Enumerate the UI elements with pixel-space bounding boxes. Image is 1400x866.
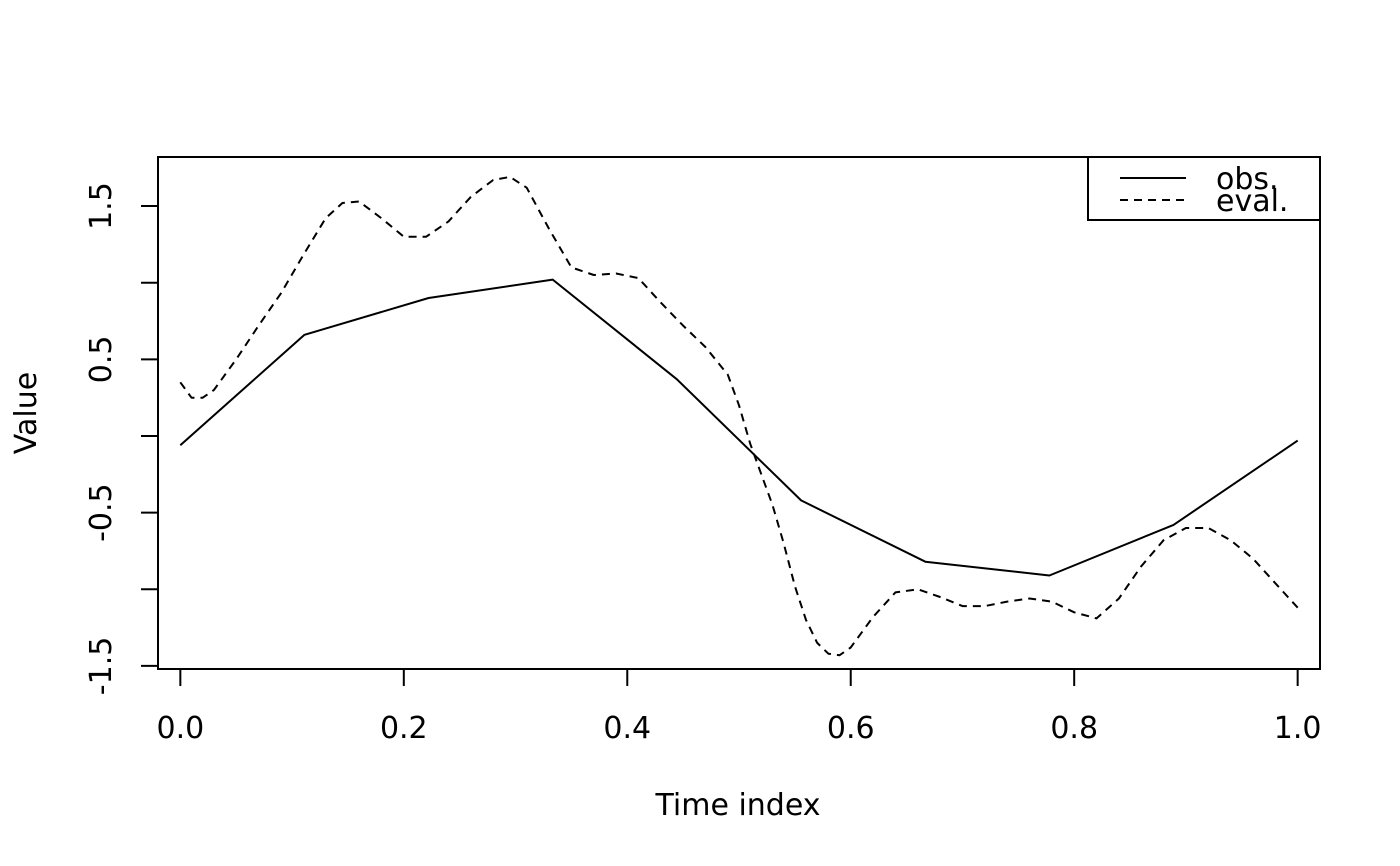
x-axis-title: Time index: [654, 788, 820, 823]
series-line-eval: [179, 175, 1299, 657]
y-axis: -1.5 -0.5 0.5 1.5: [84, 182, 159, 696]
y-tick-label: -1.5: [84, 637, 119, 696]
x-axis: 0.0 0.2 0.4 0.6 0.8 1.0: [156, 668, 1322, 746]
legend-label-eval: eval.: [1216, 184, 1288, 219]
y-tick-label: 0.5: [84, 335, 119, 383]
x-tick-label: 1.0: [1274, 711, 1322, 746]
plot-lines: [179, 175, 1299, 657]
series-line-obs: [179, 278, 1299, 577]
x-tick-label: 0.0: [156, 711, 204, 746]
x-tick-label: 0.8: [1050, 711, 1098, 746]
x-tick-label: 0.6: [827, 711, 875, 746]
legend-box: [1087, 156, 1321, 221]
x-tick-label: 0.4: [603, 711, 651, 746]
y-tick-label: 1.5: [84, 182, 119, 230]
x-tick-label: 0.2: [380, 711, 428, 746]
y-axis-title: Value: [9, 372, 44, 454]
legend-label-obs: obs.: [1216, 162, 1279, 197]
y-tick-label: -0.5: [84, 483, 119, 542]
legend: obs. eval.: [1087, 156, 1321, 221]
